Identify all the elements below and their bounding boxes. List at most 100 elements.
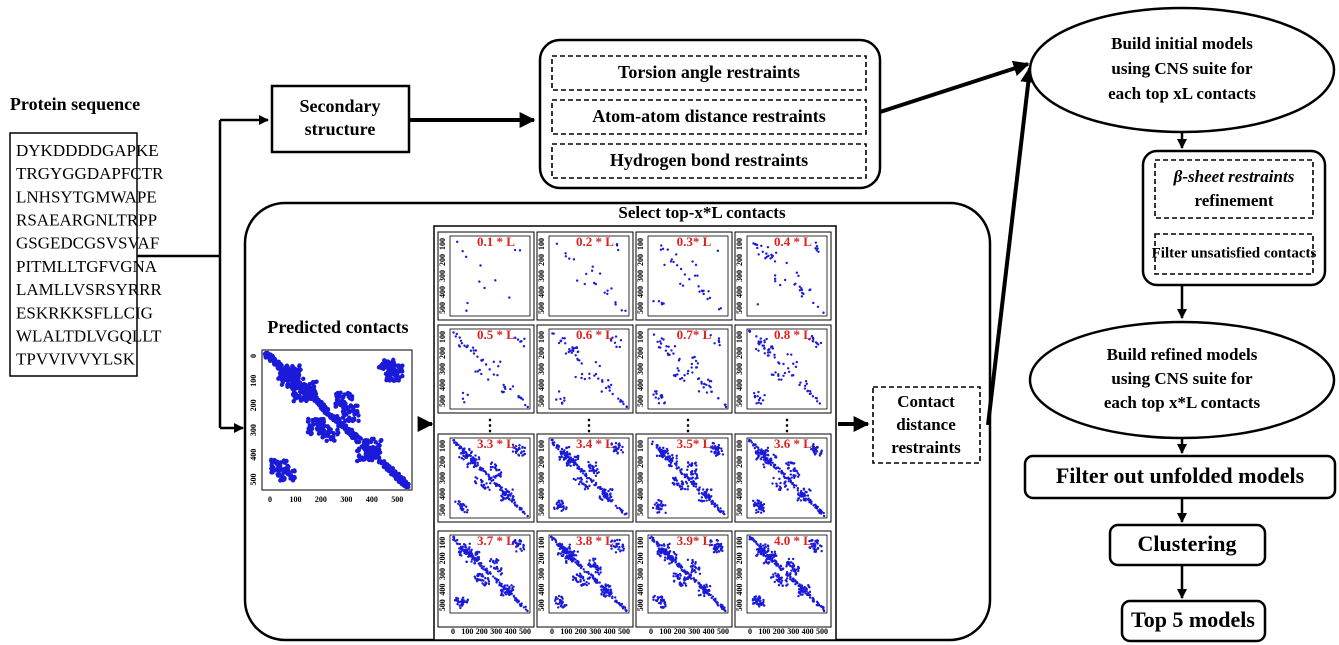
contact-dot <box>803 387 807 390</box>
contact-dot <box>481 575 485 578</box>
contact-dot <box>795 271 799 274</box>
contact-dot <box>593 374 596 377</box>
contact-dot <box>613 600 617 603</box>
contact-dot <box>363 450 369 455</box>
contact-dot <box>782 472 785 476</box>
mini-frame <box>635 231 733 321</box>
contact-dot <box>390 466 395 471</box>
contact-dot <box>526 405 529 409</box>
contact-dot <box>694 571 697 574</box>
contact-dot <box>700 499 704 503</box>
mini-axes <box>449 534 531 614</box>
contact-dot <box>496 570 500 573</box>
contact-dot <box>676 367 679 370</box>
contact-dot <box>475 558 478 561</box>
contact-dot <box>621 445 624 449</box>
contact-dot <box>522 548 526 551</box>
contact-dot <box>610 591 613 594</box>
contact-dot <box>521 398 524 401</box>
mini-axes <box>746 235 828 317</box>
contact-dot <box>456 240 459 244</box>
contact-dot <box>564 352 568 355</box>
contact-dot <box>697 390 701 393</box>
contact-dot <box>565 549 569 553</box>
contact-dot <box>787 370 791 373</box>
contact-dot <box>497 468 500 472</box>
contact-dot <box>522 543 525 547</box>
contact-dot <box>654 599 658 602</box>
contact-dot <box>778 283 782 287</box>
tick-label: 300 <box>735 363 744 375</box>
contact-dot <box>567 458 571 461</box>
contact-dot <box>611 336 614 339</box>
contact-dot <box>572 258 576 261</box>
contact-dot <box>320 431 326 437</box>
contact-dot <box>786 353 789 356</box>
tick-label: 100 <box>537 537 546 549</box>
tick-label: 500 <box>636 504 645 516</box>
contact-dot <box>469 552 472 555</box>
contact-dot <box>582 482 585 486</box>
contact-dot <box>780 378 783 381</box>
contact-dot <box>655 454 659 458</box>
contact-dot <box>292 368 297 373</box>
contact-dot <box>809 489 812 492</box>
contact-dot <box>714 454 718 458</box>
contact-dot <box>705 583 708 586</box>
contact-dot <box>594 474 598 478</box>
contact-dot <box>757 510 760 514</box>
contact-dot <box>504 488 507 491</box>
contact-dot <box>792 474 795 478</box>
contact-dot <box>582 579 586 582</box>
contact-dot <box>319 402 325 407</box>
contact-dot <box>614 504 618 508</box>
contact-dot <box>577 574 581 578</box>
contact-dot <box>714 450 717 454</box>
tick-label: 500 <box>636 599 645 611</box>
contact-dot <box>662 446 665 450</box>
contact-dot <box>680 568 683 572</box>
contact-dot <box>816 247 819 250</box>
tick-label: 200 <box>735 552 744 564</box>
contact-dot <box>335 427 340 432</box>
contact-dot <box>607 385 610 388</box>
contact-dot <box>370 444 376 450</box>
contact-dot <box>484 581 487 584</box>
contact-dot <box>488 368 491 371</box>
contact-dot <box>820 450 823 454</box>
contact-dot <box>811 542 815 546</box>
contact-dot <box>492 567 496 570</box>
contact-dot <box>309 426 315 431</box>
contact-dot <box>797 594 800 598</box>
contact-dot <box>594 464 598 467</box>
connector <box>137 120 222 428</box>
contact-dot <box>556 606 560 609</box>
contact-dot <box>672 260 675 264</box>
contact-dot <box>462 601 465 604</box>
contact-dot <box>524 605 527 608</box>
contact-dot <box>775 578 778 582</box>
contact-dot <box>288 473 294 478</box>
contact-dot <box>567 550 571 554</box>
contact-dot <box>292 469 297 474</box>
contact-dot <box>657 346 661 349</box>
contact-dot <box>752 392 756 395</box>
contact-dot <box>796 471 799 475</box>
contact-dot <box>494 467 497 470</box>
contact-dot <box>652 598 655 601</box>
contact-dot <box>670 561 673 564</box>
contact-dot <box>500 499 503 502</box>
contact-dot <box>621 607 625 610</box>
contact-dot <box>696 362 700 365</box>
contact-dot <box>616 538 619 542</box>
contact-dot <box>708 498 711 501</box>
contact-dot <box>480 566 484 570</box>
contact-dot <box>773 277 777 281</box>
contact-dot <box>669 260 673 263</box>
contact-dot <box>600 390 603 393</box>
contact-dot <box>519 451 523 455</box>
tick-label: 200 <box>575 627 587 636</box>
contact-dot <box>313 391 319 397</box>
contact-dot <box>501 493 505 496</box>
